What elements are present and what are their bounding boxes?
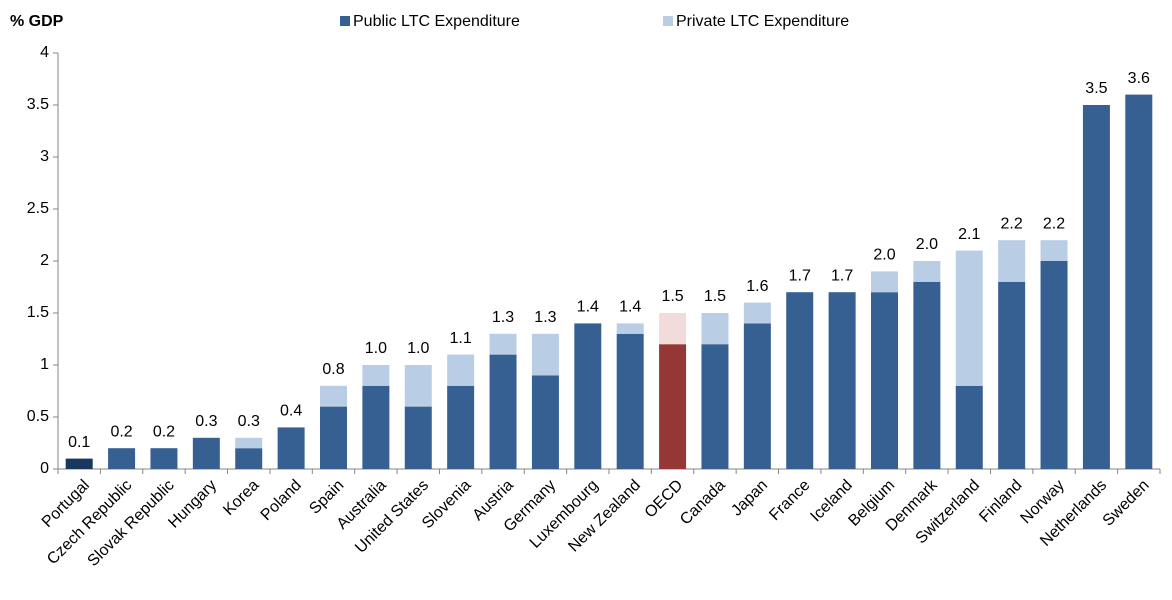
total-label: 2.0 (916, 236, 938, 253)
total-label: 0.2 (153, 423, 175, 440)
total-label: 1.7 (789, 267, 811, 284)
total-label: 1.5 (661, 288, 683, 305)
x-tick-label: Spain (306, 477, 347, 518)
bar-segment (192, 437, 220, 469)
y-tick-label: 3.5 (27, 96, 49, 113)
bar-segment (362, 365, 390, 386)
y-tick-label: 4 (40, 44, 49, 61)
x-tick-label: Canada (677, 477, 729, 529)
total-label: 0.3 (238, 413, 260, 430)
bar-segment (108, 448, 136, 469)
total-label: 1.6 (746, 278, 768, 295)
total-label: 1.4 (577, 299, 599, 316)
legend-swatch (663, 16, 673, 26)
bar-segment (320, 385, 347, 407)
total-label: 1.5 (704, 288, 726, 305)
bar-segment (616, 333, 644, 469)
bar-segment (1082, 105, 1110, 469)
bar-segment (1040, 261, 1068, 469)
bar-segment (362, 385, 390, 469)
y-tick-label: 2.5 (27, 200, 49, 217)
y-axis-label: % GDP (10, 13, 64, 30)
bar-segment (998, 281, 1026, 469)
bar-segment (616, 323, 644, 334)
total-label: 1.0 (407, 340, 429, 357)
x-tick-label: Poland (258, 477, 305, 524)
x-tick-label: Korea (220, 477, 262, 519)
bar-segment (277, 427, 305, 469)
legend-label: Public LTC Expenditure (353, 13, 520, 30)
bar-segment (828, 292, 856, 469)
bar-segment (871, 292, 898, 469)
bar-segment (404, 406, 432, 469)
total-label: 2.1 (958, 226, 980, 243)
bar-segment (871, 271, 898, 293)
y-tick-label: 3 (40, 148, 49, 165)
bar-segment (150, 448, 178, 469)
y-tick-label: 2 (40, 252, 49, 269)
bar-segment (447, 385, 475, 469)
bar-segment (955, 250, 983, 386)
y-tick-label: 0 (40, 460, 49, 477)
bar-segment (235, 448, 263, 469)
bar-segment (743, 323, 771, 469)
total-label: 0.3 (195, 413, 217, 430)
total-label: 1.7 (831, 267, 853, 284)
y-tick-label: 1.5 (27, 304, 49, 321)
bar-segment (701, 313, 729, 345)
bar-segment (998, 240, 1026, 282)
total-label: 1.4 (619, 299, 641, 316)
bar-segment (1040, 240, 1068, 261)
legend-label: Private LTC Expenditure (676, 13, 849, 30)
bar-segment (913, 281, 941, 469)
total-label: 1.3 (534, 309, 556, 326)
bar-segment (659, 313, 687, 345)
total-label: 3.6 (1128, 70, 1150, 87)
total-label: 1.0 (365, 340, 387, 357)
x-tick-label: Sweden (1100, 477, 1153, 530)
bar-segment (404, 365, 432, 407)
bar-segment (701, 344, 729, 469)
bar-segment (574, 323, 602, 469)
x-tick-label: France (766, 477, 813, 524)
bar-segment (1125, 94, 1153, 469)
bar-segment (786, 292, 814, 469)
total-label: 1.1 (450, 330, 472, 347)
bar-segment (320, 406, 347, 469)
bar-segment (913, 261, 941, 282)
bar-segment (65, 458, 93, 469)
x-tick-label: Finland (976, 477, 1025, 526)
bar-segment (489, 354, 517, 469)
bar-segment (489, 333, 517, 355)
total-label: 1.3 (492, 309, 514, 326)
x-tick-label: United States (352, 477, 432, 557)
bar-segment (531, 375, 559, 469)
total-label: 0.8 (322, 361, 344, 378)
y-tick-label: 1 (40, 356, 49, 373)
legend-swatch (340, 16, 350, 26)
y-tick-label: 0.5 (27, 408, 49, 425)
total-label: 2.2 (1001, 215, 1023, 232)
total-label: 2.2 (1043, 215, 1065, 232)
bar-segment (531, 333, 559, 376)
total-label: 0.1 (68, 434, 90, 451)
bar-segment (659, 344, 687, 469)
bar-segment (955, 385, 983, 469)
x-tick-label: Japan (728, 477, 771, 520)
total-label: 0.2 (110, 423, 132, 440)
total-label: 3.5 (1085, 80, 1107, 97)
bar-segment (235, 437, 263, 449)
bar-segment (743, 302, 771, 324)
bar-segment (447, 354, 475, 386)
total-label: 2.0 (873, 247, 895, 264)
total-label: 0.4 (280, 403, 302, 420)
